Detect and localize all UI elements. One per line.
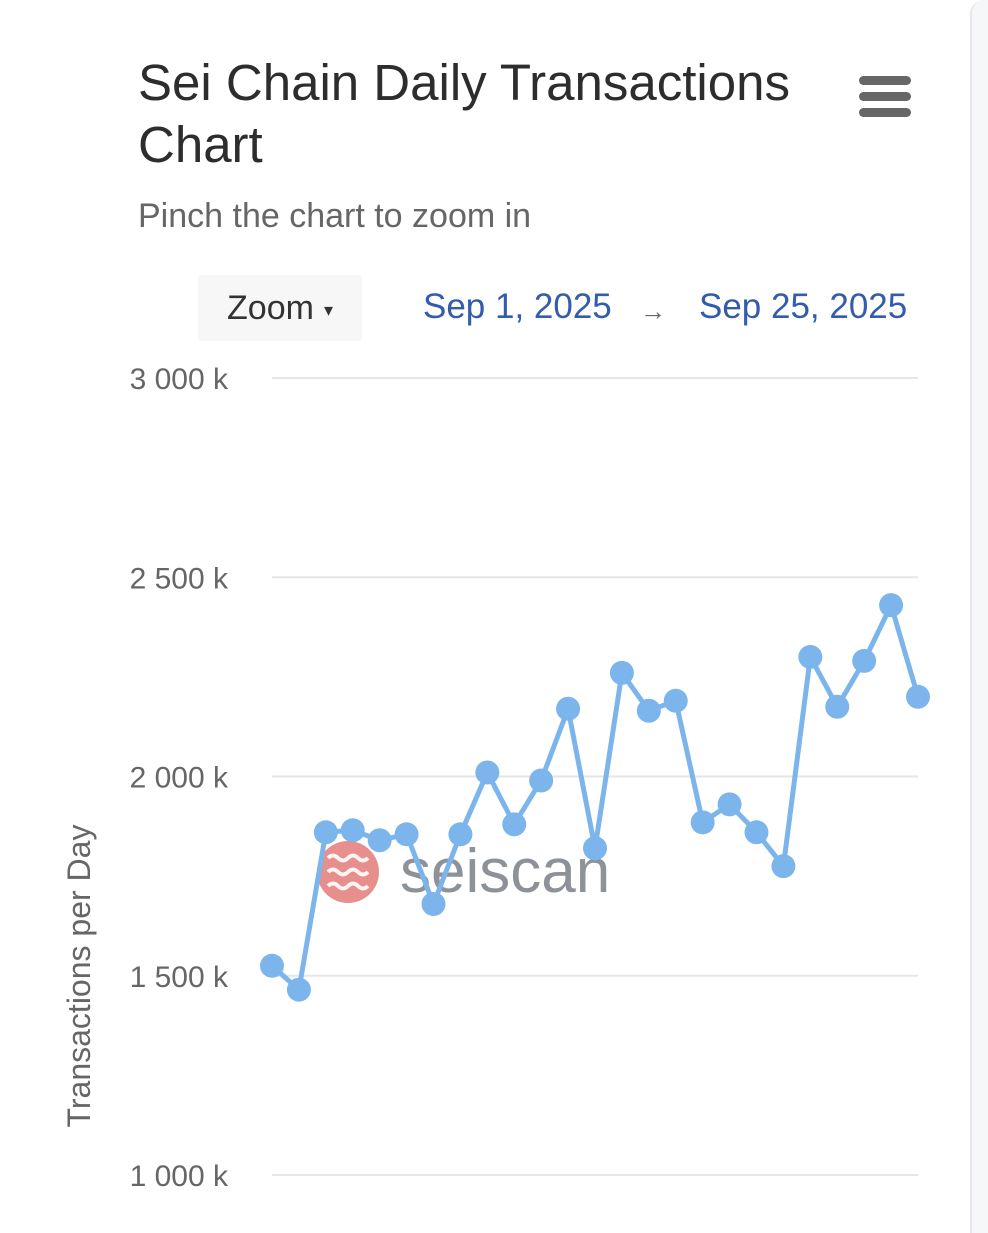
data-point[interactable] [260, 953, 284, 978]
data-point[interactable] [879, 593, 904, 618]
y-axis-title: Transactions per Day [61, 825, 97, 1128]
chart-subtitle: Pinch the chart to zoom in [138, 197, 532, 235]
data-point[interactable] [583, 836, 607, 861]
data-point[interactable] [529, 768, 554, 793]
y-tick-label: 1 500 k [130, 961, 229, 994]
data-point[interactable] [852, 648, 877, 673]
data-point[interactable] [825, 694, 850, 719]
zoom-label: Zoom [227, 288, 314, 327]
data-point[interactable] [798, 644, 823, 669]
y-tick-label: 1 000 k [130, 1160, 229, 1193]
data-point[interactable] [556, 696, 581, 721]
arrow-right-icon: → [640, 296, 666, 326]
range-end-date[interactable]: Sep 25, 2025 [699, 287, 908, 326]
data-point[interactable] [906, 684, 930, 709]
data-point[interactable] [475, 760, 500, 785]
zoom-dropdown-button[interactable]: Zoom ▾ [198, 275, 362, 341]
data-point[interactable] [690, 810, 715, 835]
menu-bar [859, 108, 911, 117]
data-point[interactable] [394, 822, 419, 847]
data-point[interactable] [421, 892, 446, 917]
y-tick-label: 3 000 k [130, 363, 229, 396]
menu-bar [859, 92, 911, 101]
data-point[interactable] [286, 977, 311, 1002]
data-point[interactable] [340, 818, 365, 843]
data-point[interactable] [744, 820, 769, 845]
data-point[interactable] [717, 792, 742, 817]
data-point[interactable] [313, 820, 338, 845]
series-line [270, 602, 921, 993]
data-point[interactable] [771, 854, 796, 879]
y-tick-label: 2 500 k [130, 562, 229, 595]
data-point[interactable] [448, 822, 473, 847]
card-edge [970, 0, 988, 1233]
y-tick-label: 2 000 k [130, 762, 229, 795]
menu-bar [859, 76, 911, 85]
data-point[interactable] [609, 660, 634, 685]
seiscan-watermark: seiscan [317, 837, 610, 906]
data-point[interactable] [367, 828, 392, 853]
chart-title: Sei Chain Daily Transactions Chart [138, 54, 790, 173]
range-start-date[interactable]: Sep 1, 2025 [423, 287, 612, 326]
data-point[interactable] [636, 698, 661, 723]
hamburger-menu-icon[interactable] [856, 74, 914, 120]
caret-down-icon: ▾ [323, 299, 333, 320]
data-point[interactable] [663, 688, 688, 713]
data-point[interactable] [502, 812, 527, 837]
